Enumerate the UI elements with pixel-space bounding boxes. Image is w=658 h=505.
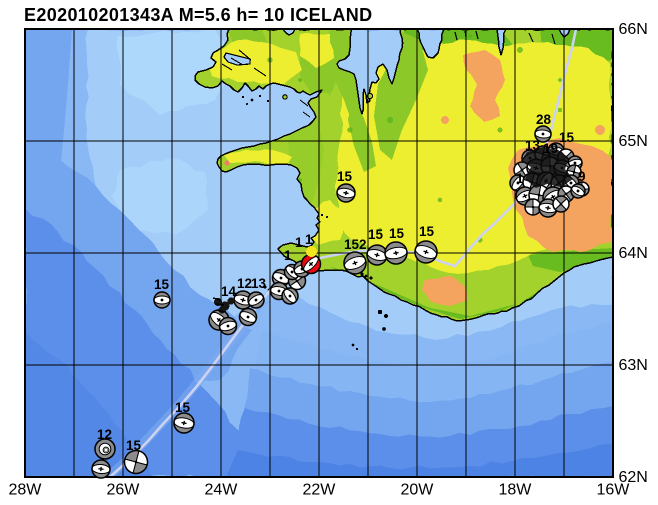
svg-text:64N: 64N [619,245,648,262]
svg-text:63N: 63N [619,357,648,374]
svg-text:62N: 62N [619,469,648,486]
svg-text:15: 15 [389,226,405,241]
svg-text:19: 19 [543,141,558,156]
svg-text:1: 1 [284,248,292,263]
svg-text:12: 12 [237,276,252,291]
svg-text:E202010201343A M=5.6 h= 10 ICE: E202010201343A M=5.6 h= 10 ICELAND [24,5,372,25]
svg-text:66N: 66N [619,21,648,38]
svg-text:13: 13 [525,138,541,153]
svg-text:1: 1 [516,171,524,186]
svg-text:1: 1 [295,235,303,250]
svg-text:15: 15 [126,438,142,453]
svg-text:15: 15 [368,227,384,242]
svg-text:12: 12 [97,427,112,442]
svg-text:65N: 65N [619,133,648,150]
svg-text:28: 28 [536,112,552,127]
svg-text:15: 15 [419,224,435,239]
svg-text:15: 15 [175,400,191,415]
svg-text:14: 14 [221,284,237,299]
svg-text:20W: 20W [401,482,435,499]
svg-text:15: 15 [154,277,170,292]
svg-text:28W: 28W [9,482,43,499]
svg-text:15: 15 [559,130,575,145]
svg-text:1: 1 [305,232,313,247]
svg-text:16W: 16W [597,482,631,499]
svg-text:9: 9 [578,169,586,184]
svg-text:152: 152 [344,237,367,252]
svg-text:13: 13 [251,276,267,291]
svg-text:15: 15 [337,169,353,184]
svg-text:18W: 18W [499,482,533,499]
svg-text:22W: 22W [303,482,337,499]
svg-text:26W: 26W [107,482,141,499]
svg-text:24W: 24W [205,482,239,499]
